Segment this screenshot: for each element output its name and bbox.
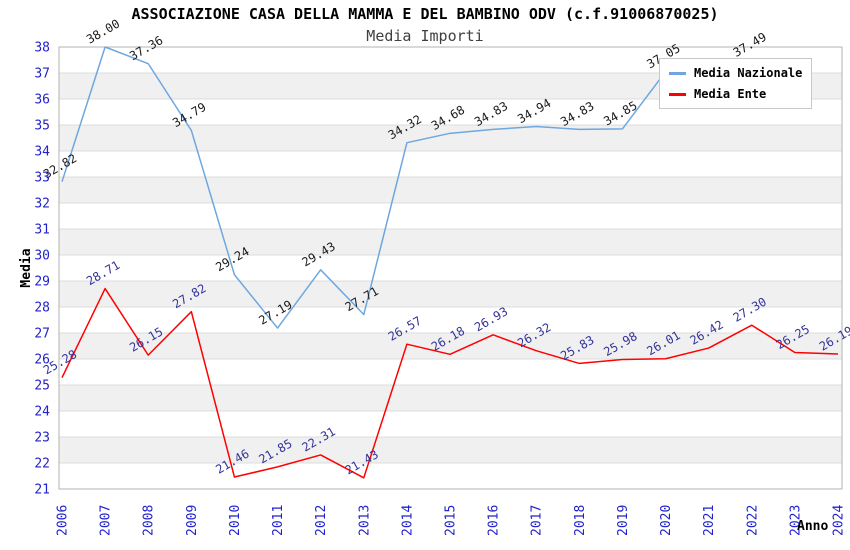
chart-title: ASSOCIAZIONE CASA DELLA MAMMA E DEL BAMB…	[131, 5, 719, 23]
legend-item-media-nazionale: Media Nazionale	[669, 66, 802, 80]
plot-band	[59, 281, 842, 307]
y-tick-label: 28	[34, 301, 50, 316]
x-tick-label: 2006	[56, 505, 71, 536]
legend-item-media-ente: Media Ente	[669, 87, 802, 101]
chart-subtitle: Media Importi	[366, 27, 484, 45]
y-tick-label: 31	[34, 223, 50, 238]
plot-band	[59, 229, 842, 255]
x-tick-label: 2008	[142, 505, 157, 536]
y-tick-label: 37	[34, 67, 50, 82]
x-tick-label: 2022	[745, 505, 760, 536]
media-ente-line-swatch	[669, 92, 686, 96]
x-tick-label: 2023	[788, 505, 803, 536]
y-tick-label: 30	[34, 249, 50, 264]
x-axis-title: Anno	[797, 519, 828, 534]
x-tick-label: 2007	[99, 505, 114, 536]
y-tick-label: 23	[34, 431, 50, 446]
x-tick-label: 2015	[444, 505, 459, 536]
x-tick-label: 2010	[228, 505, 243, 536]
x-tick-label: 2009	[185, 505, 200, 536]
y-tick-label: 21	[34, 483, 50, 498]
y-tick-label: 35	[34, 119, 50, 134]
x-tick-label: 2017	[530, 505, 545, 536]
y-tick-label: 22	[34, 457, 50, 472]
x-tick-label: 2024	[832, 505, 847, 536]
x-tick-label: 2011	[271, 505, 286, 536]
y-tick-label: 27	[34, 327, 50, 342]
x-tick-label: 2014	[400, 505, 415, 536]
x-tick-label: 2019	[616, 505, 631, 536]
media-ente-line	[61, 287, 839, 479]
y-tick-label: 32	[34, 197, 50, 212]
x-tick-label: 2013	[357, 505, 372, 536]
plot-band	[59, 125, 842, 151]
plot-band	[59, 177, 842, 203]
y-tick-label: 25	[34, 379, 50, 394]
y-tick-label: 34	[34, 145, 50, 160]
y-tick-label: 36	[34, 93, 50, 108]
x-tick-label: 2016	[487, 505, 502, 536]
legend-label-media-nazionale: Media Nazionale	[694, 66, 803, 80]
plot-band	[59, 437, 842, 463]
media-nazionale-line-swatch	[669, 71, 686, 75]
data-label: 34.94	[515, 96, 553, 126]
x-tick-label: 2021	[702, 505, 717, 536]
data-label: 26.93	[472, 304, 510, 334]
x-tick-label: 2012	[314, 505, 329, 536]
x-tick-label: 2020	[659, 505, 674, 536]
legend-label-media-ente: Media Ente	[694, 87, 767, 101]
plot-frame	[58, 46, 843, 490]
legend: Media Nazionale Media Ente	[659, 58, 812, 109]
y-tick-label: 33	[34, 171, 50, 186]
y-tick-label: 24	[34, 405, 50, 420]
y-tick-label: 29	[34, 275, 50, 290]
y-tick-label: 26	[34, 353, 50, 368]
data-label: 34.85	[601, 98, 639, 128]
y-tick-label: 38	[34, 41, 50, 56]
y-axis-title: Media	[19, 248, 34, 287]
media-nazionale-line	[61, 46, 752, 329]
x-tick-label: 2018	[573, 505, 588, 536]
plot-band	[59, 385, 842, 411]
